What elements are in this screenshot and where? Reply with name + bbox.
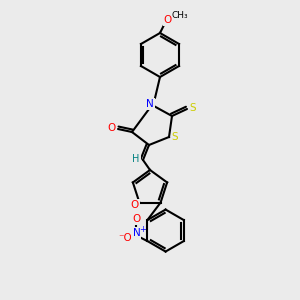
Text: O: O [132, 214, 140, 224]
Text: S: S [190, 103, 196, 113]
Text: CH₃: CH₃ [172, 11, 188, 20]
Text: +: + [139, 225, 146, 234]
Text: N: N [146, 99, 154, 109]
Text: ⁻O: ⁻O [118, 233, 132, 243]
Text: O: O [164, 15, 172, 25]
Text: H: H [132, 154, 140, 164]
Text: N: N [133, 228, 140, 238]
Text: O: O [130, 200, 139, 210]
Text: O: O [108, 123, 116, 133]
Text: S: S [172, 132, 178, 142]
